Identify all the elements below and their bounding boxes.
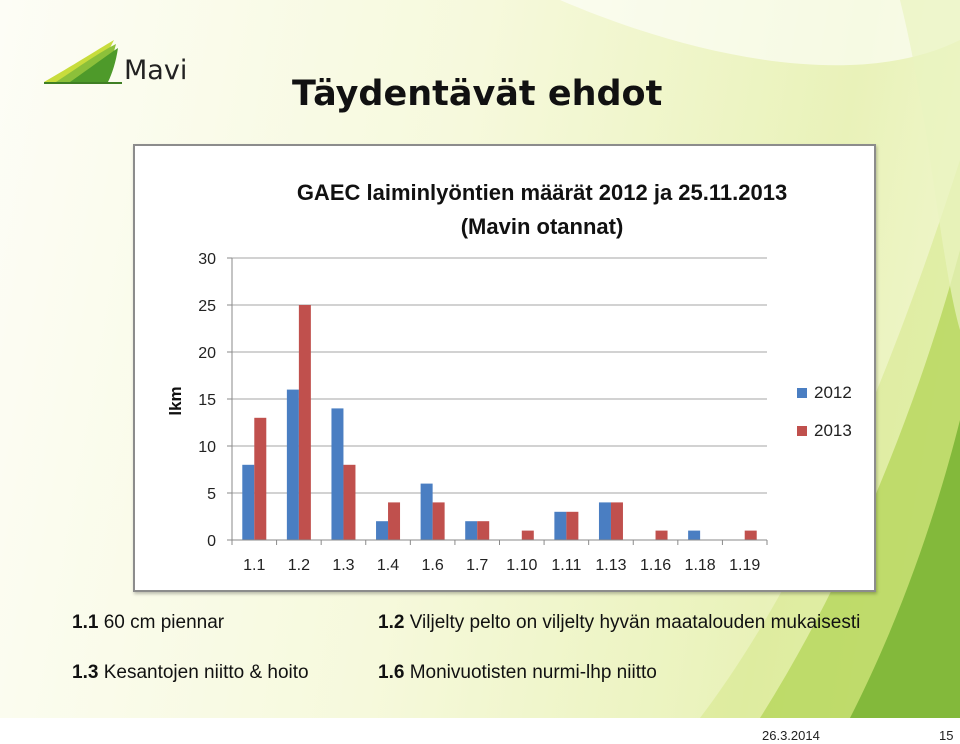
- footnote-text: Viljelty pelto on viljelty hyvän maatalo…: [409, 612, 861, 633]
- page-number: 15: [939, 728, 954, 743]
- y-tick-label: 30: [198, 251, 216, 268]
- y-tick-label: 25: [198, 298, 216, 315]
- bar-2012-1.11: [554, 511, 567, 540]
- y-tick-label: 0: [207, 533, 216, 550]
- bar-2012-1.1: [242, 464, 255, 540]
- x-tick-label: 1.4: [377, 557, 399, 574]
- x-tick-label: 1.7: [466, 557, 488, 574]
- x-tick-label: 1.6: [422, 557, 444, 574]
- x-tick-label: 1.18: [685, 557, 716, 574]
- footnote-code: 1.6: [378, 662, 405, 683]
- bar-2012-1.3: [331, 408, 344, 540]
- footnote-text: Kesantojen niitto & hoito: [103, 662, 309, 683]
- mavi-logo: [44, 40, 122, 84]
- footnote-code: 1.3: [72, 662, 99, 683]
- chart-frame: GAEC laiminlyöntien määrät 2012 ja 25.11…: [133, 144, 876, 592]
- legend-label-2012: 2012: [814, 383, 852, 402]
- slide-title: Täydentävät ehdot: [292, 74, 663, 114]
- footnote-1-6: 1.6 Monivuotisten nurmi-lhp niitto: [378, 662, 657, 684]
- bar-2013-1.1: [254, 417, 267, 540]
- footnote-1-3: 1.3 Kesantojen niitto & hoito: [72, 662, 309, 684]
- gridlines: [232, 257, 767, 494]
- y-tick-labels: 0 5 10 15 20 25 30: [198, 251, 216, 550]
- legend-label-2013: 2013: [814, 421, 852, 440]
- y-tick-label: 5: [207, 486, 216, 503]
- footnote-1-2: 1.2 Viljelty pelto on viljelty hyvän maa…: [378, 612, 860, 634]
- y-tick-label: 10: [198, 439, 216, 456]
- bar-chart: GAEC laiminlyöntien määrät 2012 ja 25.11…: [166, 180, 852, 574]
- bar-2013-1.6: [432, 502, 445, 540]
- bar-2012-1.18: [688, 530, 701, 540]
- bar-2012-1.7: [465, 521, 478, 540]
- bar-2013-1.19: [744, 530, 757, 540]
- x-tick-label: 1.16: [640, 557, 671, 574]
- x-tick-labels: 1.1 1.2 1.3 1.4 1.6 1.7 1.10 1.11 1.13 1.16 1.18 1.…: [243, 557, 760, 574]
- bar-2013-1.2: [298, 305, 311, 540]
- bar-2013-1.11: [566, 511, 579, 540]
- footnote-code: 1.2: [378, 612, 405, 633]
- chart-title-line2: (Mavin otannat): [461, 214, 624, 239]
- bars: [242, 305, 757, 540]
- footnotes: 1.1 60 cm piennar 1.2 Viljelty pelto on …: [72, 612, 952, 692]
- background-swoosh: [700, 0, 960, 718]
- x-tick-label: 1.10: [506, 557, 537, 574]
- bar-2013-1.16: [655, 530, 668, 540]
- y-axis-label: lkm: [166, 386, 185, 415]
- bar-2012-1.2: [286, 389, 299, 540]
- bar-2013-1.13: [610, 502, 623, 540]
- footnote-1-1: 1.1 60 cm piennar: [72, 612, 224, 634]
- legend: 2012 2013: [797, 383, 852, 440]
- x-tick-label: 1.3: [332, 557, 354, 574]
- bar-2013-1.7: [477, 521, 490, 540]
- footnote-code: 1.1: [72, 612, 99, 633]
- footnote-text: 60 cm piennar: [103, 612, 225, 633]
- footer-date: 26.3.2014: [762, 728, 820, 743]
- footer-bar: [0, 718, 960, 744]
- logo-text: Mavi: [124, 55, 188, 86]
- bar-2013-1.10: [521, 530, 534, 540]
- y-tick-label: 15: [198, 392, 216, 409]
- bar-2012-1.13: [598, 502, 611, 540]
- axes: [227, 257, 768, 545]
- x-tick-label: 1.1: [243, 557, 265, 574]
- x-tick-label: 1.19: [729, 557, 760, 574]
- bar-2013-1.3: [343, 464, 356, 540]
- legend-swatch-2012: [797, 388, 807, 398]
- bar-2013-1.4: [388, 502, 401, 540]
- x-tick-label: 1.13: [595, 557, 626, 574]
- x-tick-label: 1.2: [288, 557, 310, 574]
- chart-title-line1: GAEC laiminlyöntien määrät 2012 ja 25.11…: [297, 180, 787, 205]
- bar-2012-1.4: [376, 521, 389, 540]
- legend-swatch-2013: [797, 426, 807, 436]
- bar-2012-1.6: [420, 483, 433, 540]
- x-tick-label: 1.11: [551, 557, 581, 574]
- footnote-text: Monivuotisten nurmi-lhp niitto: [409, 662, 657, 683]
- y-tick-label: 20: [198, 345, 216, 362]
